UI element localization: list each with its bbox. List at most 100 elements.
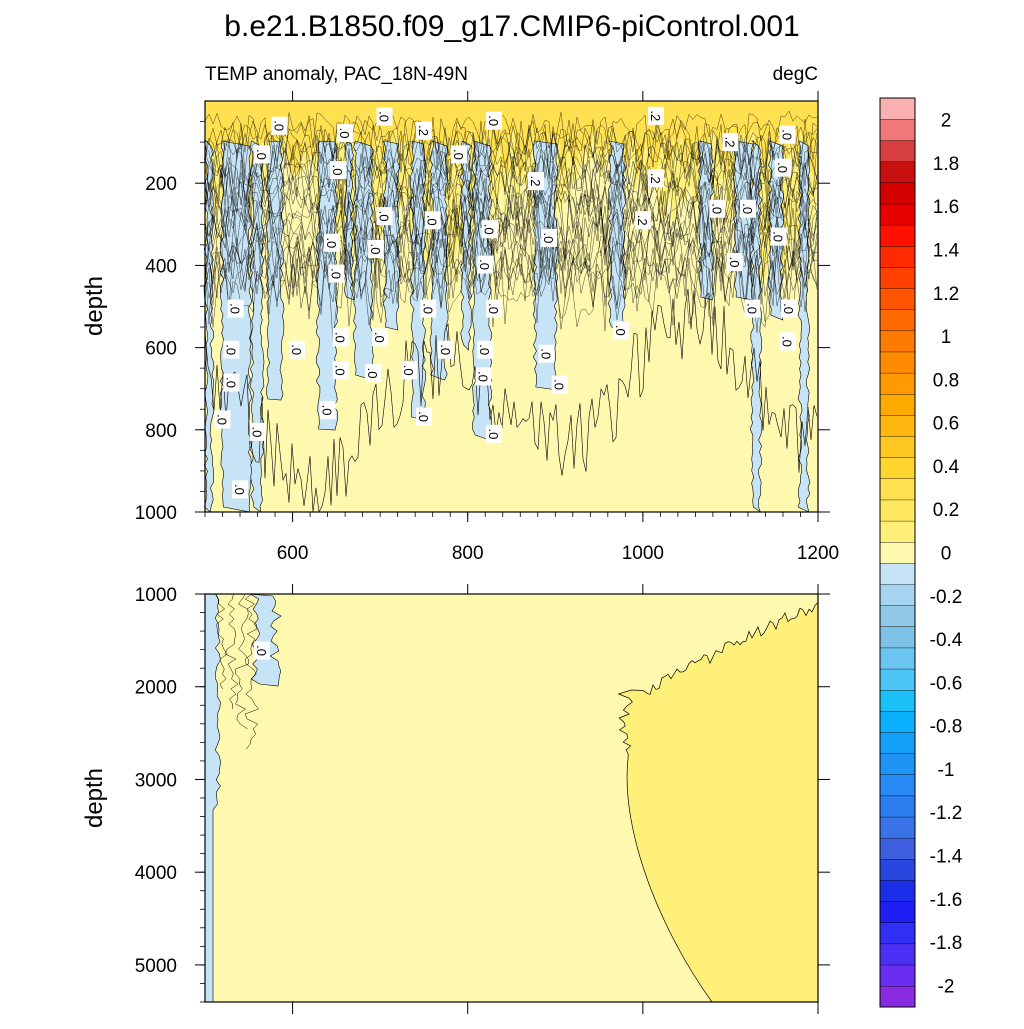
contour-label-text: .0 (744, 303, 759, 314)
lower-y-tick-label: 4000 (135, 863, 177, 884)
upper-contour-label: .0 (227, 299, 244, 318)
colorbar-tick-label: 0.2 (933, 500, 959, 521)
contour-label-text: .0 (333, 365, 348, 376)
upper-contour-line (204, 243, 818, 332)
colorbar-tick-label: -1.2 (930, 803, 963, 824)
contour-label-text: .0 (401, 365, 416, 376)
lower-panel: .0 1000 2000 3000 4000 5000 depth (81, 584, 830, 1014)
upper-contour-label: .0 (726, 253, 743, 272)
colorbar-tick-label: -0.2 (930, 587, 963, 608)
contour-label-text: .0 (333, 332, 348, 343)
upper-contour-label: .0 (781, 299, 798, 318)
contour-label-text: .0 (425, 215, 440, 226)
contour-label-box (420, 299, 437, 318)
colorbar-swatch (879, 97, 916, 120)
upper-contour-label: .0 (330, 161, 347, 179)
contour-label-box (288, 340, 305, 359)
upper-contour-line (204, 151, 818, 214)
upper-zero-contour (204, 288, 818, 513)
contour-label-box (324, 233, 340, 252)
contour-label-text: .0 (775, 162, 790, 173)
colorbar-tick-label: 0.6 (933, 414, 959, 435)
colorbar-tick-label: -1.8 (930, 933, 963, 954)
colorbar-swatch (879, 774, 916, 797)
contour-label-text: .0 (552, 379, 567, 390)
colorbar-frame (879, 97, 916, 1008)
contour-label-box (781, 299, 798, 318)
colorbar-swatch (879, 858, 916, 881)
upper-contour-label: .0 (337, 124, 354, 143)
upper-contour-label: .2 (415, 121, 432, 140)
figure-title: b.e21.B1850.f09_g17.CMIP6-piControl.001 (224, 10, 799, 43)
upper-y-axis-label: depth (81, 276, 108, 336)
colorbar-swatch (879, 626, 916, 649)
upper-contour-label: .2 (648, 169, 664, 188)
contour-label-box (253, 641, 270, 660)
contour-label-text: .0 (438, 344, 453, 355)
upper-axes: 600 800 1000 1200 200 400 600 800 1000 (135, 91, 839, 564)
contour-label-box (227, 299, 244, 318)
contour-label-box (613, 321, 629, 340)
colorbar-swatch (879, 964, 916, 987)
contour-label-box (330, 161, 347, 179)
upper-x-tick-label: 600 (277, 543, 309, 564)
colorbar-tick-label: -0.8 (930, 717, 963, 738)
contour-label-box (477, 340, 494, 359)
contour-label-text: .2 (416, 125, 431, 136)
upper-contour-label: .0 (376, 207, 393, 226)
lower-contour-line (244, 593, 259, 750)
contour-label-box (271, 116, 288, 135)
upper-cool-finger (219, 140, 253, 513)
lower-y-tick-label: 5000 (135, 956, 177, 977)
contour-label-box (726, 253, 743, 272)
lower-axes: 1000 2000 3000 4000 5000 (135, 584, 830, 1014)
upper-contour-label: .0 (288, 340, 305, 359)
upper-contour-label: .0 (541, 228, 558, 247)
colorbar-swatch (879, 647, 916, 670)
colorbar-swatch (879, 753, 916, 775)
contour-label-text: .0 (613, 325, 628, 336)
upper-cool-finger (749, 140, 763, 513)
lower-y-axis-label: depth (81, 768, 108, 828)
contour-label-box (475, 367, 492, 386)
contour-label-text: .0 (416, 411, 431, 422)
contour-label-box (337, 124, 354, 143)
contour-label-box (486, 299, 502, 318)
colorbar-swatch (879, 266, 916, 289)
colorbar-swatch (879, 372, 916, 395)
upper-contour-label: .0 (481, 220, 498, 239)
upper-contour-label: .0 (401, 361, 417, 380)
colorbar-swatch (879, 901, 916, 923)
contour-label-box (648, 169, 664, 188)
contour-label-box (376, 207, 393, 226)
contour-label-text: .0 (289, 344, 304, 355)
contour-label-text: .2 (648, 173, 663, 184)
upper-contour-label: .0 (223, 373, 240, 392)
contour-label-text: .0 (539, 348, 554, 359)
upper-contour-label: .0 (332, 328, 349, 347)
upper-contour-label: .0 (324, 233, 340, 252)
contour-label-text: .0 (228, 303, 243, 314)
upper-contour-label: .0 (214, 410, 231, 429)
upper-contour-label: .0 (253, 145, 270, 164)
upper-contour-line (204, 210, 818, 289)
colorbar-swatch (879, 562, 916, 585)
colorbar-swatch (879, 118, 916, 141)
contour-label-box (437, 340, 454, 359)
contour-label-text: .0 (377, 111, 392, 122)
colorbar-tick-label: -2 (938, 976, 955, 997)
lower-contours (204, 593, 282, 1003)
lower-warm-region (617, 594, 819, 1003)
colorbar-swatch (879, 710, 916, 733)
contour-label-box (779, 125, 796, 144)
contour-label-box (481, 220, 498, 239)
contour-label-box (770, 227, 787, 246)
upper-contour-label: .0 (424, 211, 441, 230)
contour-label-box (253, 145, 270, 164)
contour-label-box (365, 364, 382, 383)
upper-y-tick-label: 600 (145, 339, 177, 360)
colorbar-swatch (879, 605, 916, 627)
contour-label-text: .2 (528, 176, 543, 187)
colorbar-swatch (879, 140, 916, 162)
contour-label-box (551, 375, 568, 394)
